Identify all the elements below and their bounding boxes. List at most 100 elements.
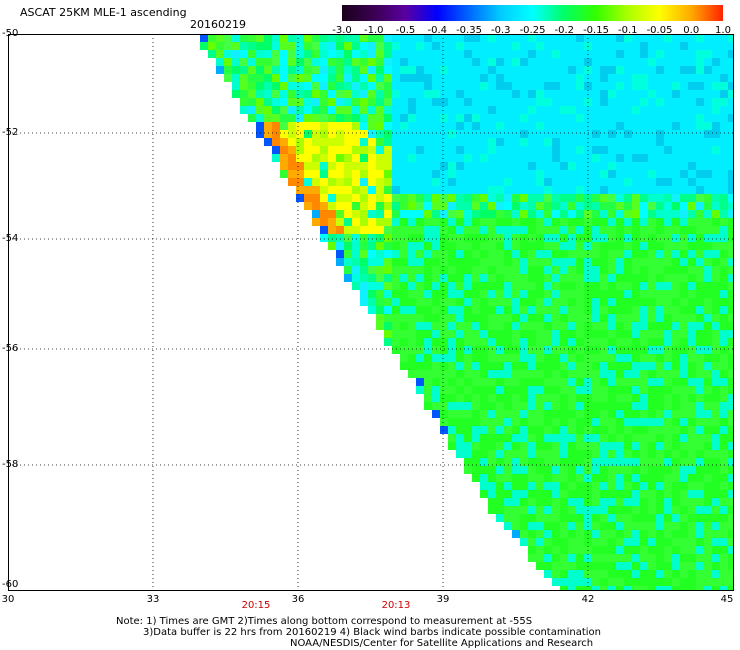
swath-cell [568,74,576,82]
swath-cell [568,66,576,74]
swath-cell [528,274,536,282]
swath-cell [608,338,616,346]
swath-cell [704,490,712,498]
swath-cell [432,274,440,282]
swath-cell [552,306,560,314]
swath-cell [656,514,664,522]
swath-cell [600,210,608,218]
swath-cell [528,202,536,210]
swath-cell [440,58,448,66]
swath-cell [656,330,664,338]
swath-cell [568,306,576,314]
swath-cell [528,450,536,458]
swath-cell [720,234,728,242]
swath-cell [616,82,624,90]
swath-cell [592,410,600,418]
swath-cell [464,266,472,274]
swath-cell [712,458,720,466]
swath-cell [552,242,560,250]
swath-cell [288,82,296,90]
swath-cell [520,506,528,514]
swath-cell [376,98,384,106]
swath-cell [352,170,360,178]
swath-cell [608,274,616,282]
swath-cell [472,442,480,450]
swath-cell [224,74,232,82]
swath-cell [472,234,480,242]
swath-cell [552,290,560,298]
swath-cell [600,338,608,346]
swath-cell [368,242,376,250]
swath-cell [480,226,488,234]
swath-cell [400,290,408,298]
swath-cell [432,250,440,258]
swath-cell [360,74,368,82]
swath-cell [320,202,328,210]
swath-cell [560,314,568,322]
swath-cell [440,354,448,362]
swath-cell [728,234,734,242]
swath-cell [696,202,704,210]
swath-cell [672,98,680,106]
swath-cell [536,138,544,146]
swath-cell [648,274,656,282]
swath-cell [720,74,728,82]
swath-cell [296,186,304,194]
swath-cell [592,194,600,202]
swath-cell [376,218,384,226]
swath-cell [712,546,720,554]
swath-cell [368,146,376,154]
swath-cell [632,450,640,458]
swath-cell [560,82,568,90]
swath-cell [568,418,576,426]
swath-cell [480,234,488,242]
swath-cell [640,338,648,346]
swath-cell [688,498,696,506]
swath-cell [600,362,608,370]
swath-cell [704,218,712,226]
swath-cell [496,82,504,90]
swath-cell [712,298,720,306]
swath-cell [632,130,640,138]
swath-cell [536,258,544,266]
swath-cell [632,50,640,58]
swath-cell [680,266,688,274]
swath-cell [440,90,448,98]
swath-cell [536,418,544,426]
swath-cell [672,482,680,490]
swath-cell [408,314,416,322]
swath-cell [496,170,504,178]
swath-cell [328,146,336,154]
swath-cell [416,298,424,306]
swath-cell [368,194,376,202]
swath-cell [472,458,480,466]
swath-cell [400,178,408,186]
swath-cell [400,170,408,178]
swath-cell [504,50,512,58]
swath-cell [448,306,456,314]
swath-cell [664,546,672,554]
swath-cell [528,330,536,338]
swath-cell [376,234,384,242]
swath-cell [648,210,656,218]
swath-cell [528,434,536,442]
swath-cell [472,298,480,306]
swath-cell [384,250,392,258]
swath-cell [696,458,704,466]
swath-cell [464,138,472,146]
swath-cell [696,282,704,290]
swath-cell [624,450,632,458]
swath-cell [656,186,664,194]
swath-cell [448,50,456,58]
swath-cell [304,170,312,178]
swath-cell [712,226,720,234]
swath-cell [408,98,416,106]
swath-cell [424,74,432,82]
swath-cell [328,194,336,202]
swath-cell [448,370,456,378]
swath-cell [464,314,472,322]
swath-cell [320,74,328,82]
colorbar-label: -0.05 [646,25,673,36]
swath-cell [272,50,280,58]
colorbar-label: -0.3 [490,25,511,36]
